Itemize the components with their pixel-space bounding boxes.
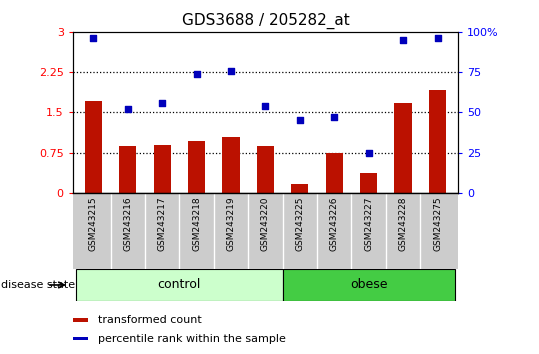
Text: GSM243228: GSM243228 (399, 197, 407, 251)
Bar (360, 172, 377, 193)
Text: GSM243217: GSM243217 (158, 197, 167, 251)
Point (227, 68, 236, 73)
Bar (291, 184, 308, 193)
Point (295, 118, 304, 123)
Text: control: control (158, 279, 201, 291)
Point (123, 106, 132, 112)
Text: percentile rank within the sample: percentile rank within the sample (98, 333, 286, 344)
Point (192, 71, 201, 76)
Text: GSM243215: GSM243215 (89, 197, 98, 251)
Bar (223, 137, 240, 193)
Bar (119, 146, 136, 193)
Title: GDS3688 / 205282_at: GDS3688 / 205282_at (182, 13, 349, 29)
Text: GSM243216: GSM243216 (123, 197, 132, 251)
Bar (395, 103, 412, 193)
Bar (257, 146, 274, 193)
Text: GSM243220: GSM243220 (261, 197, 270, 251)
Bar (85, 101, 102, 193)
Point (158, 100, 167, 105)
Text: disease state: disease state (1, 280, 75, 290)
Bar (73, 318, 88, 321)
Point (89, 35, 98, 41)
Bar (154, 144, 171, 193)
Point (261, 103, 270, 109)
Point (330, 114, 338, 120)
Text: GSM243218: GSM243218 (192, 197, 201, 251)
Point (364, 150, 373, 155)
Bar (76, 269, 282, 301)
Point (399, 37, 407, 43)
Text: GSM243219: GSM243219 (226, 197, 236, 251)
Bar (326, 153, 343, 193)
Text: GSM243275: GSM243275 (433, 197, 442, 251)
Text: transformed count: transformed count (98, 315, 202, 325)
Point (433, 35, 442, 41)
Text: GSM243226: GSM243226 (330, 197, 339, 251)
Bar (188, 141, 205, 193)
Bar (429, 90, 446, 193)
Bar (282, 269, 455, 301)
Text: obese: obese (350, 279, 388, 291)
Text: GSM243225: GSM243225 (295, 197, 305, 251)
Bar (73, 337, 88, 340)
Text: GSM243227: GSM243227 (364, 197, 373, 251)
